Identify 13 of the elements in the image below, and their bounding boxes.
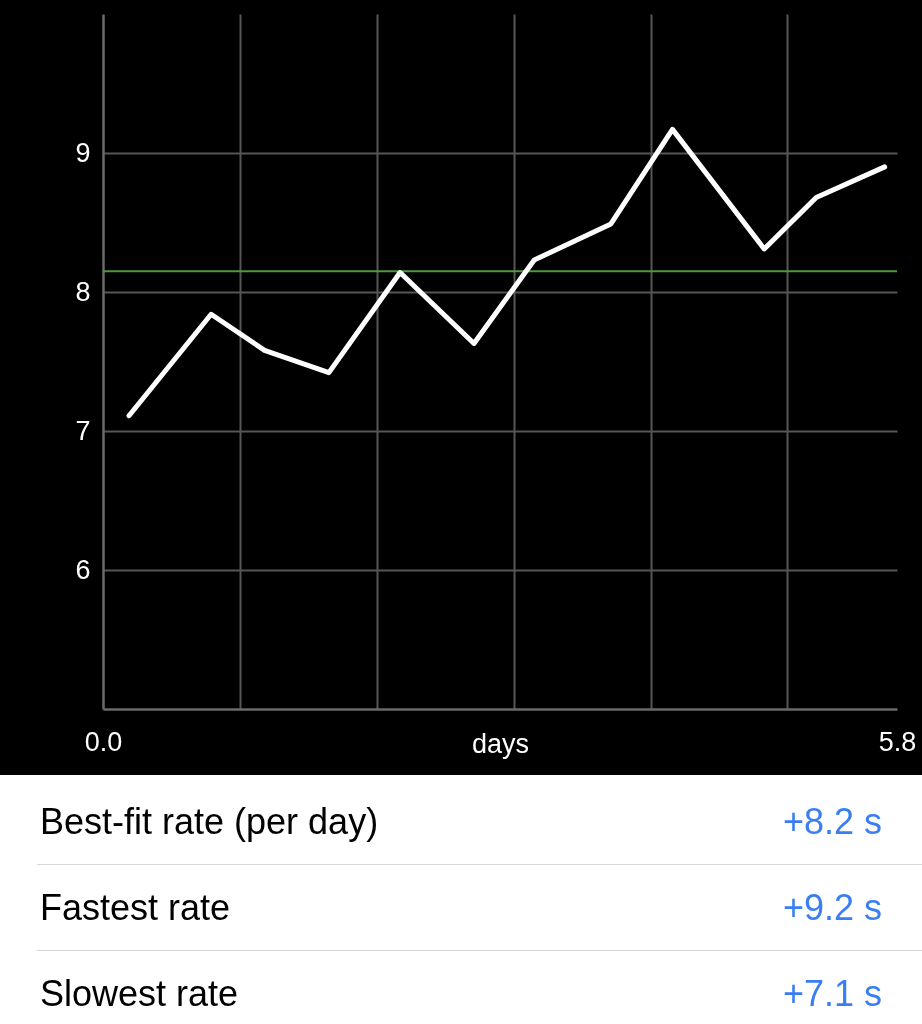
x-axis-title: days [471,728,530,759]
y-tick-label: 8 [75,276,91,307]
text: Best-fit rate (per day) [40,800,379,843]
text: +9.2 s [782,886,882,929]
y-tick-label: 7 [75,415,91,446]
text: +7.1 s [782,973,882,1015]
x-tick-label: 5.8 [878,726,917,757]
text: +8.2 s [782,800,882,843]
text: Fastest rate [40,886,231,929]
y-tick-label: 6 [75,554,91,585]
x-tick-label: 0.0 [84,726,123,757]
text: Slowest rate [40,973,239,1015]
y-tick-label: 9 [75,137,91,168]
